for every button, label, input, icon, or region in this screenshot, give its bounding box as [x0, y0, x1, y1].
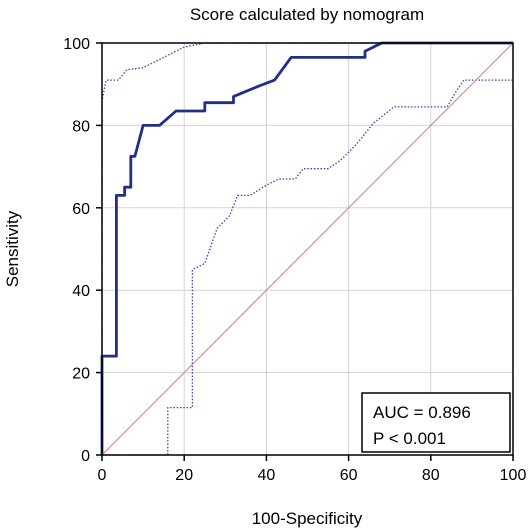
x-tick-label-1: 20: [175, 467, 193, 484]
series-line-3-diagonal: [101, 42, 514, 456]
chart-title: Score calculated by nomogram: [190, 5, 424, 24]
y-axis-label: Sensitivity: [3, 210, 22, 287]
ticks: 0 20 40 60 80 100 0 20 40 60 80 100: [63, 36, 526, 484]
axes: [101, 42, 514, 456]
series-line-2-dotted: [102, 79, 513, 456]
y-tick-label-2: 40: [72, 283, 90, 300]
x-tick-label-2: 40: [258, 467, 276, 484]
y-tick-label-3: 60: [72, 201, 90, 218]
p-value-label: P < 0.001: [373, 429, 446, 448]
plot-frame: [101, 42, 514, 456]
x-tick-label-0: 0: [98, 467, 107, 484]
series-line-0-solid-thick: [100, 41, 513, 455]
x-axis-label: 100-Specificity: [252, 509, 363, 528]
y-tick-label-4: 80: [72, 118, 90, 135]
annotation-box: AUC = 0.896 P < 0.001: [361, 392, 511, 453]
y-tick-label-0: 0: [81, 448, 90, 465]
auc-label: AUC = 0.896: [373, 403, 471, 422]
series-layer: [100, 41, 514, 456]
y-tick-label-1: 20: [72, 366, 90, 383]
x-tick-label-3: 60: [340, 467, 358, 484]
x-tick-label-5: 100: [500, 467, 527, 484]
y-tick-label-5: 100: [63, 36, 90, 53]
x-tick-label-4: 80: [422, 467, 440, 484]
